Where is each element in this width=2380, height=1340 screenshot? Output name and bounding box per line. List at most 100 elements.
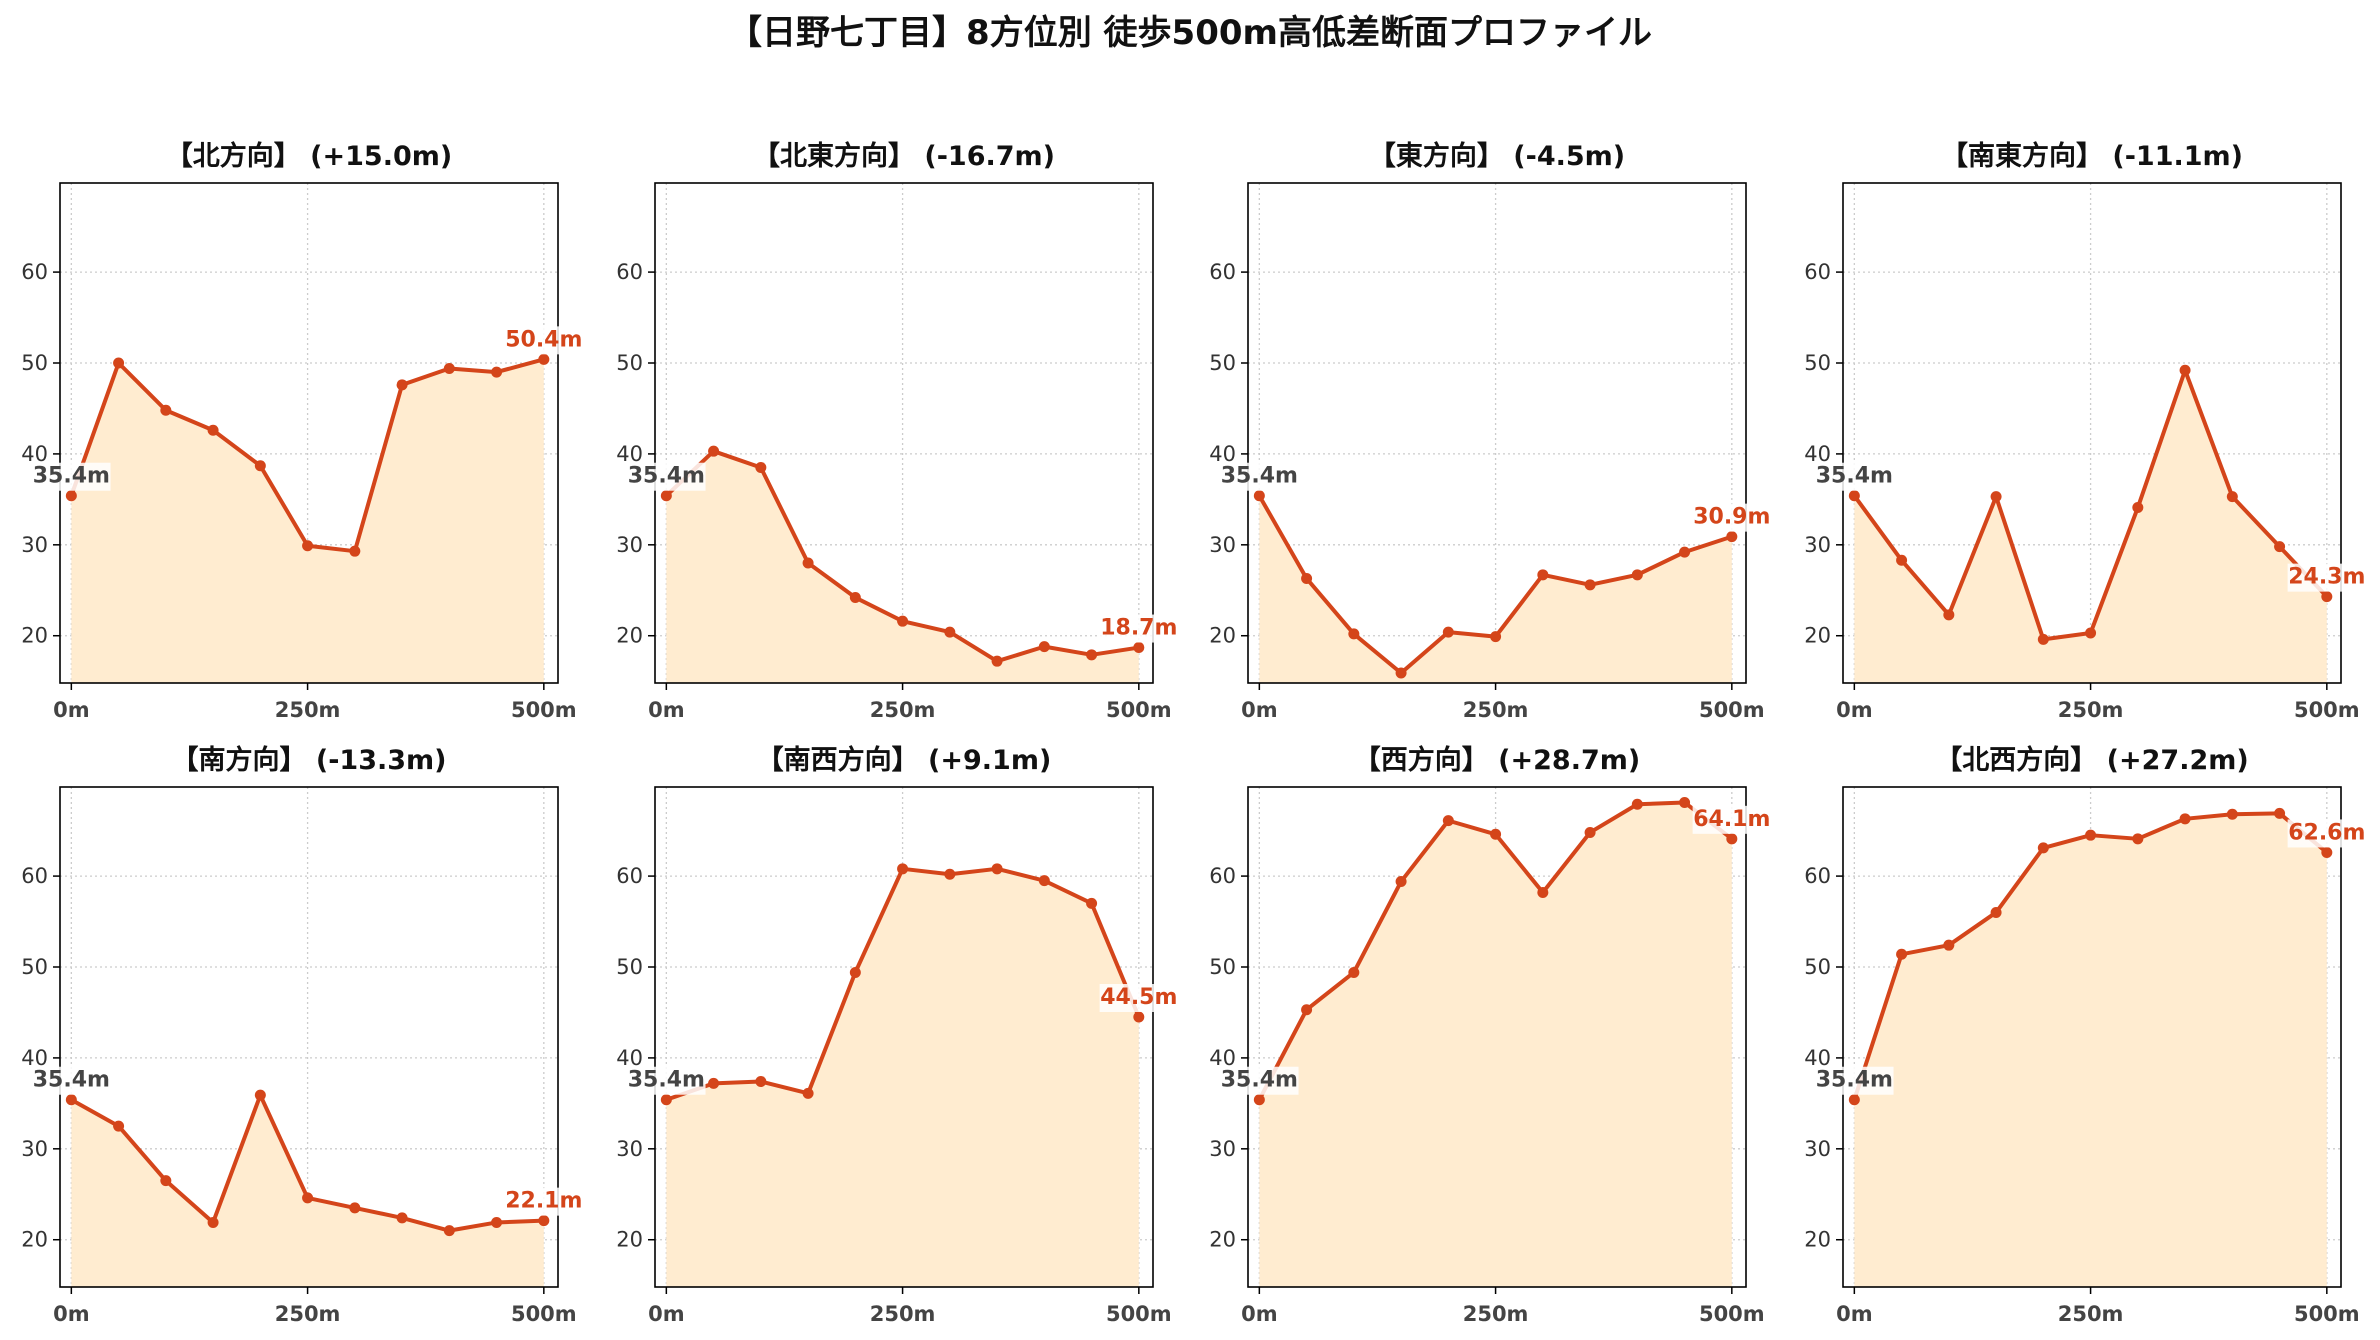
elevation-point <box>944 626 956 638</box>
elevation-point <box>1253 490 1265 502</box>
start-value-label: 35.4m <box>1816 1068 1893 1093</box>
plot-frame <box>1842 182 2342 684</box>
y-tick-label: 20 <box>616 624 643 648</box>
y-tick-label: 50 <box>1209 955 1236 979</box>
elevation-point <box>802 557 814 569</box>
elevation-point <box>1943 939 1955 951</box>
elevation-point <box>443 362 455 374</box>
elevation-point <box>1301 572 1313 584</box>
x-tick-label: 500m <box>1699 698 1765 722</box>
elevation-point <box>1133 642 1145 654</box>
x-tick-label: 250m <box>275 1302 341 1326</box>
y-tick-label: 20 <box>1209 624 1236 648</box>
x-tick-label: 500m <box>1106 698 1172 722</box>
y-tick-label: 30 <box>1804 1137 1831 1161</box>
end-value-label: 44.5m <box>1100 985 1177 1010</box>
panel-title: 【北方向】 (+15.0m) <box>166 140 452 172</box>
y-tick-label: 60 <box>1804 864 1831 888</box>
y-tick-label: 30 <box>21 1137 48 1161</box>
elevation-point <box>2037 842 2049 854</box>
elevation-point <box>1086 649 1098 661</box>
end-value-label: 30.9m <box>1693 505 1770 530</box>
y-tick-label: 60 <box>21 260 48 284</box>
elevation-point <box>396 1212 408 1224</box>
start-value-label-background <box>627 462 706 491</box>
plot-frame <box>654 786 1154 1288</box>
y-tick-label: 30 <box>616 533 643 557</box>
elevation-point <box>2085 627 2097 639</box>
elevation-area <box>1854 813 2327 1287</box>
x-tick-label: 500m <box>511 698 577 722</box>
end-value-label: 22.1m <box>505 1189 582 1214</box>
chart-panel: 【東方向】 (-4.5m) 20 30 40 50 60 0m 250m 500m 35.4m 30… <box>1209 140 1772 722</box>
panel-title: 【南西方向】 (+9.1m) <box>757 744 1052 776</box>
x-tick-label: 250m <box>1463 698 1529 722</box>
start-value-label: 35.4m <box>1816 464 1893 489</box>
elevation-point <box>65 490 77 502</box>
y-tick-label: 30 <box>1209 1137 1236 1161</box>
elevation-point <box>1133 1011 1145 1023</box>
start-value-label-background <box>32 1066 111 1095</box>
x-tick-label: 500m <box>511 1302 577 1326</box>
start-value-label: 35.4m <box>1221 464 1298 489</box>
start-value-label-background <box>1815 462 1894 491</box>
end-value-label-background <box>2287 563 2367 592</box>
elevation-point <box>2321 846 2333 858</box>
y-tick-label: 50 <box>21 955 48 979</box>
elevation-point <box>1848 1094 1860 1106</box>
elevation-point <box>1896 948 1908 960</box>
elevation-point <box>113 357 125 369</box>
elevation-point <box>897 863 909 875</box>
y-tick-label: 50 <box>1209 351 1236 375</box>
elevation-point <box>491 366 503 378</box>
y-tick-label: 40 <box>1209 1046 1236 1070</box>
x-tick-label: 250m <box>870 1302 936 1326</box>
elevation-point <box>160 404 172 416</box>
panel-title: 【北東方向】 (-16.7m) <box>753 140 1055 172</box>
elevation-point <box>302 540 314 552</box>
elevation-point <box>396 379 408 391</box>
elevation-point <box>755 462 767 474</box>
chart-panel: 【西方向】 (+28.7m) 20 30 40 50 60 0m 250m 500m 35.4m 6… <box>1209 744 1772 1326</box>
elevation-point <box>1301 1004 1313 1016</box>
elevation-point <box>1490 631 1502 643</box>
x-tick-label: 0m <box>53 698 90 722</box>
x-tick-label: 500m <box>2294 1302 2360 1326</box>
elevation-point <box>491 1216 503 1228</box>
start-value-label-background <box>1220 1066 1299 1095</box>
elevation-point <box>254 460 266 472</box>
y-tick-label: 20 <box>1209 1228 1236 1252</box>
plot-frame <box>1247 182 1747 684</box>
x-tick-label: 0m <box>53 1302 90 1326</box>
elevation-point <box>1896 554 1908 566</box>
elevation-point <box>991 863 1003 875</box>
panel-title: 【北西方向】 (+27.2m) <box>1935 744 2248 776</box>
elevation-point <box>660 490 672 502</box>
x-tick-label: 0m <box>1241 698 1278 722</box>
end-value-label-background <box>1099 984 1179 1012</box>
end-value-label-background <box>1692 805 1772 834</box>
figure-title: 【日野七丁目】8方位別 徒歩500m高低差断面プロファイル <box>728 13 1652 53</box>
y-tick-label: 30 <box>21 533 48 557</box>
y-tick-label: 60 <box>1804 260 1831 284</box>
y-tick-label: 40 <box>616 1046 643 1070</box>
elevation-point <box>1442 815 1454 827</box>
y-tick-label: 40 <box>1804 442 1831 466</box>
elevation-point <box>708 445 720 457</box>
elevation-point <box>1943 609 1955 621</box>
end-value-label: 62.6m <box>2288 820 2365 845</box>
elevation-point <box>302 1192 314 1204</box>
end-value-label-background <box>1099 614 1179 643</box>
elevation-point <box>2132 502 2144 514</box>
elevation-point <box>207 1216 219 1228</box>
elevation-point <box>1537 886 1549 898</box>
y-tick-label: 40 <box>1209 442 1236 466</box>
elevation-point <box>1679 546 1691 558</box>
end-value-label: 50.4m <box>505 327 582 352</box>
elevation-area <box>1259 802 1732 1287</box>
elevation-point <box>1038 875 1050 887</box>
end-value-label-background <box>1692 503 1772 532</box>
y-tick-label: 60 <box>616 864 643 888</box>
x-tick-label: 250m <box>2058 1302 2124 1326</box>
elevation-point <box>802 1087 814 1099</box>
